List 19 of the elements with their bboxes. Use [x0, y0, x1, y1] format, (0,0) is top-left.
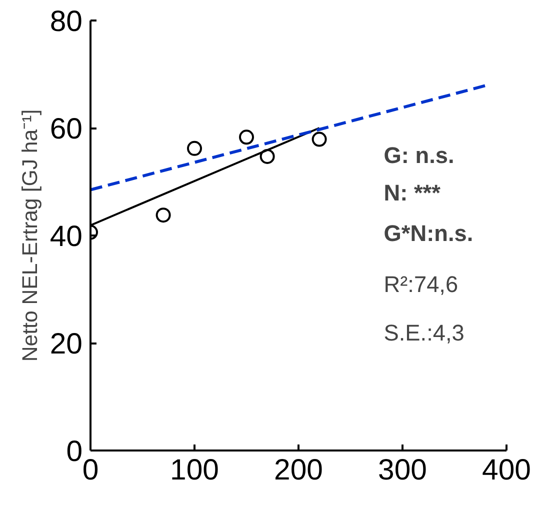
x-tick-label: 400 [482, 454, 531, 486]
annotation: R²:74,6 [384, 270, 458, 297]
point [239, 130, 254, 145]
point [156, 208, 171, 223]
point [312, 132, 327, 147]
annotation: G*N:n.s. [384, 220, 474, 246]
annotation: N: *** [384, 180, 441, 206]
x-tick-label: 300 [378, 454, 427, 486]
point [187, 140, 202, 156]
x-tick-label: 200 [274, 454, 323, 486]
point [260, 149, 275, 164]
annotation: S.E.:4,3 [384, 319, 464, 346]
y-tick-label: 80 [50, 5, 83, 38]
x-tick-label: 100 [170, 454, 219, 486]
y-tick-label: 40 [50, 220, 83, 253]
y-tick-label: 60 [50, 112, 83, 146]
y-tick-label: 20 [50, 328, 83, 360]
y-axis-title: Netto NEL-Ertrag [GJ ha⁻¹] [18, 109, 42, 362]
annotation: G: n.s. [384, 142, 454, 168]
